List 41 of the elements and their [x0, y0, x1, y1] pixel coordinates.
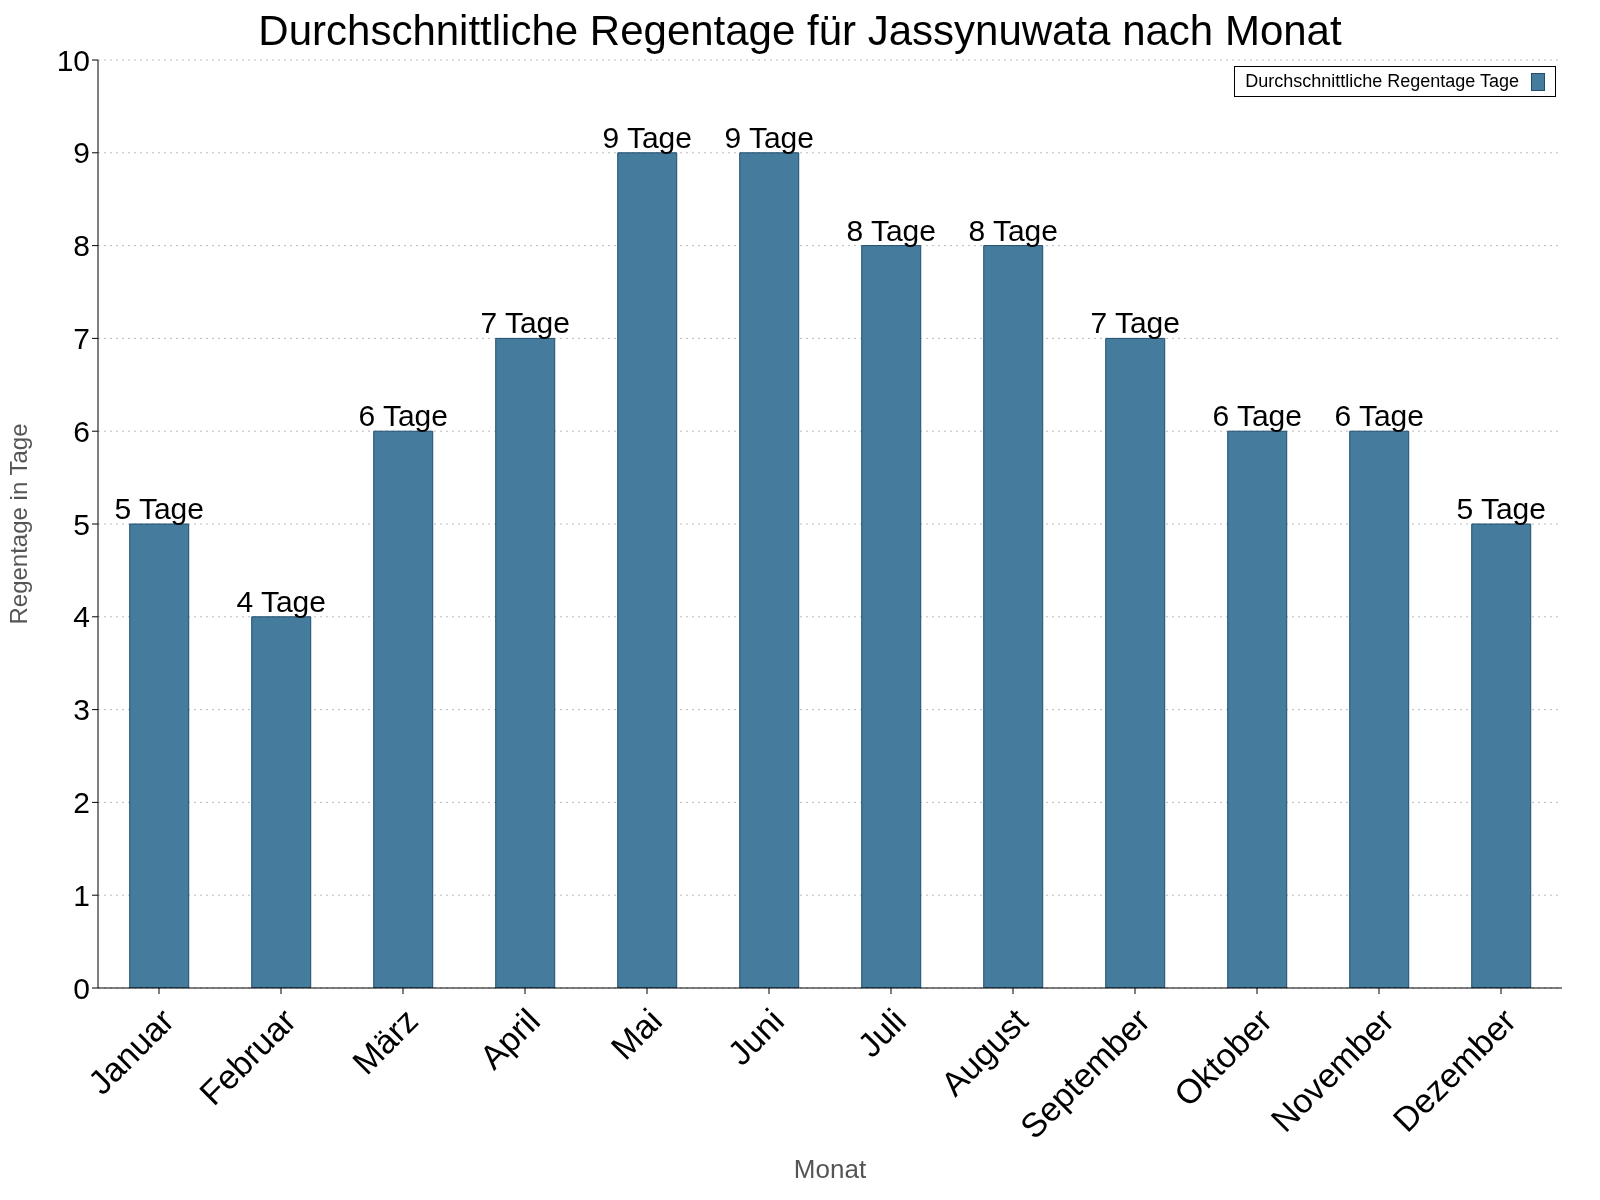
data-label: 7 Tage — [480, 306, 570, 340]
bar — [251, 616, 312, 988]
bar — [739, 152, 800, 988]
y-tick-label: 5 — [73, 507, 90, 541]
data-label: 6 Tage — [1334, 399, 1424, 433]
y-tick-label: 7 — [73, 322, 90, 356]
data-label: 6 Tage — [1212, 399, 1302, 433]
y-tick-label: 3 — [73, 693, 90, 727]
y-tick-label: 9 — [73, 136, 90, 170]
data-label: 9 Tage — [724, 120, 814, 154]
legend-label: Durchschnittliche Regentage Tage — [1245, 71, 1520, 92]
x-axis-title: Monat — [793, 1154, 867, 1184]
bar — [861, 245, 922, 988]
x-tick-label: Juli — [850, 1001, 914, 1065]
y-axis-title: Regentage in Tage — [4, 423, 32, 625]
y-tick-label: 2 — [73, 786, 90, 820]
y-tick-label: 0 — [73, 971, 90, 1005]
bar — [1349, 430, 1410, 988]
data-label: 4 Tage — [236, 584, 326, 618]
data-label: 7 Tage — [1090, 306, 1180, 340]
bar — [1105, 337, 1166, 988]
bar — [129, 523, 190, 988]
data-label: 5 Tage — [114, 492, 204, 525]
data-label: 6 Tage — [358, 399, 448, 433]
bar — [495, 337, 556, 988]
data-label: 9 Tage — [602, 120, 692, 154]
y-tick-label: 1 — [73, 878, 90, 912]
y-tick-label: 10 — [56, 43, 90, 77]
bar — [1227, 430, 1288, 988]
data-label: 8 Tage — [846, 213, 936, 247]
bar — [1471, 523, 1532, 988]
bar — [983, 245, 1044, 988]
x-tick-label: Mai — [603, 1001, 670, 1067]
data-label: 8 Tage — [968, 213, 1058, 247]
chart-title: Durchschnittliche Regentage für Jassynuwata nach Monat — [258, 7, 1342, 54]
y-tick-label: 4 — [73, 600, 90, 634]
y-tick-label: 8 — [73, 229, 90, 263]
y-tick-label: 6 — [73, 414, 90, 448]
data-label: 5 Tage — [1456, 492, 1546, 525]
bar — [373, 430, 434, 988]
bar — [617, 152, 678, 988]
